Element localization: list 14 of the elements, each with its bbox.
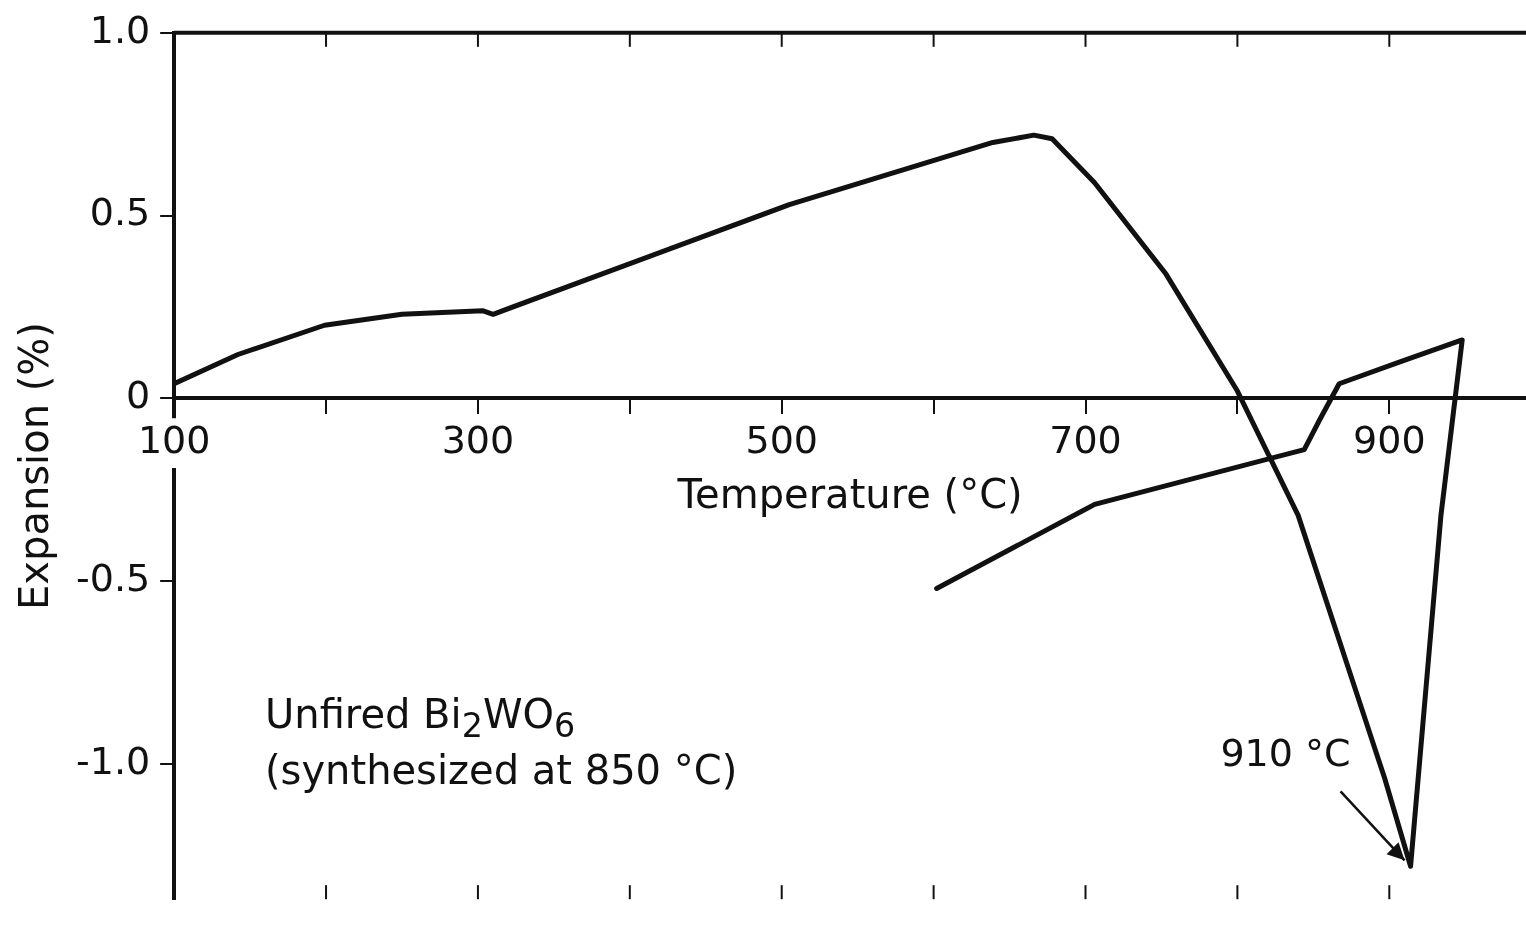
y-axis-title: Expansion (%) — [11, 322, 58, 610]
y-tick-label: -1.0 — [75, 738, 151, 783]
annotation: Unfired Bi$_{2}$WO$_{6}$ (synthesized at 850 °C) — [265, 690, 738, 794]
annotation: 910 °C — [1220, 731, 1351, 776]
y-tick-label: 0 — [125, 373, 151, 418]
x-tick-label: 900 — [1353, 418, 1426, 463]
x-tick-label: 500 — [745, 418, 818, 463]
x-tick-label: 100 — [137, 418, 211, 463]
x-axis-title: Temperature (°C) — [676, 471, 1023, 518]
y-tick-label: 1.0 — [89, 7, 151, 52]
x-tick-label: 700 — [1049, 418, 1122, 463]
x-tick-label: 300 — [441, 418, 515, 463]
y-tick-label: 0.5 — [89, 190, 151, 235]
y-tick-label: -0.5 — [75, 556, 151, 601]
